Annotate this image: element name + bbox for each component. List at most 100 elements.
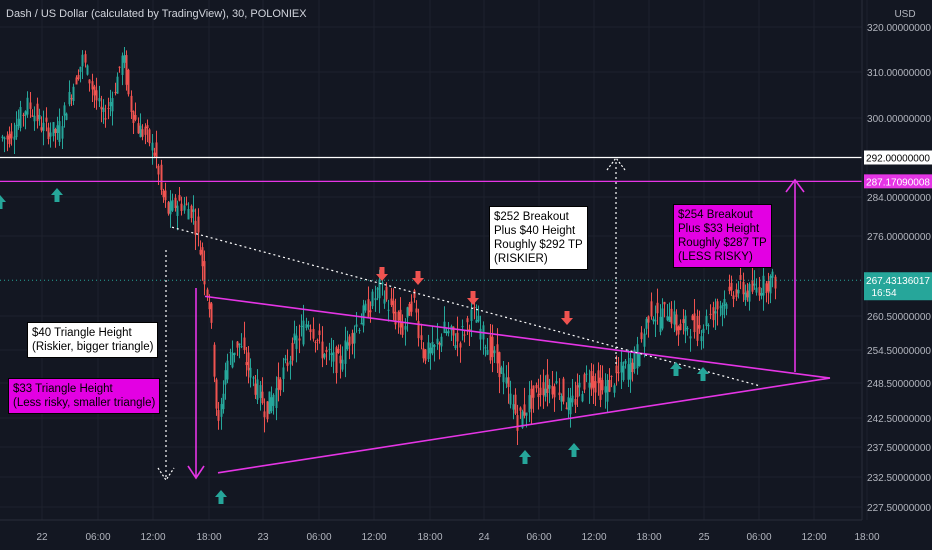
candle-body [385, 286, 388, 300]
candle-body [275, 388, 278, 409]
candle-body [394, 311, 397, 325]
candle-body [293, 333, 296, 341]
candle-body [440, 336, 443, 347]
triangle-lower-line[interactable] [217, 377, 831, 474]
price-label-text: 287.17090008 [866, 177, 930, 188]
candle-body [399, 309, 402, 328]
candle-body [259, 385, 262, 398]
candle-body [52, 122, 55, 137]
candle-body [229, 352, 232, 354]
candle-body [302, 320, 305, 345]
candle-body [679, 323, 682, 331]
countdown-text: 16:54 [871, 288, 896, 299]
touch-up-arrow [51, 188, 63, 202]
x-tick-label: 12:00 [801, 532, 826, 543]
candle-body [374, 298, 377, 301]
candle-body [753, 283, 756, 286]
x-tick-label: 22 [36, 532, 48, 543]
touch-up-arrow [215, 490, 227, 504]
candle-body [737, 289, 740, 294]
candle-body [594, 381, 597, 393]
candle-body [289, 360, 292, 365]
candle-body [31, 115, 34, 117]
triangle-outer-upper-line[interactable] [171, 226, 761, 387]
candle-body [134, 114, 137, 120]
candle-body [652, 318, 655, 322]
candle-body [100, 106, 103, 110]
candle-body [431, 341, 434, 354]
candle-body [601, 380, 604, 391]
candle-body [739, 275, 742, 280]
candle-body [121, 55, 124, 75]
candle-body [176, 205, 179, 216]
candle-body [470, 309, 473, 321]
candle-body [61, 126, 64, 139]
candle-body [636, 344, 639, 369]
candle-body [341, 359, 344, 370]
candle-body [590, 371, 593, 390]
candle-body [222, 393, 225, 410]
candle-body [376, 288, 379, 290]
candle-body [477, 315, 480, 322]
candle-body [528, 395, 531, 413]
candle-body [525, 412, 528, 416]
candle-body [238, 343, 241, 346]
candle-body [339, 355, 342, 364]
annotation-254-breakout: $254 Breakout Plus $33 Height Roughly $2… [673, 204, 772, 268]
candle-body [217, 410, 220, 421]
candle-body [164, 190, 167, 201]
candle-body [629, 358, 632, 380]
candle-body [436, 338, 439, 344]
candle-body [422, 348, 425, 359]
candle-body [79, 66, 82, 72]
candle-body [654, 320, 657, 322]
candle-body [263, 411, 266, 418]
candle-body [613, 385, 616, 393]
candle-body [19, 107, 22, 128]
candle-body [323, 354, 326, 358]
candle-body [295, 335, 298, 349]
candle-body [197, 216, 200, 233]
candle-body [3, 137, 6, 140]
candle-body [640, 332, 643, 340]
price-label-box [864, 174, 932, 189]
candle-body [22, 114, 25, 116]
candle-body [362, 305, 365, 326]
candle-body [77, 74, 80, 80]
candle-body [751, 279, 754, 292]
candle-body [266, 401, 269, 420]
candle-body [408, 303, 411, 316]
candle-body [627, 364, 630, 380]
triangle-upper-line[interactable] [204, 295, 831, 379]
height-33-arrowhead [187, 465, 205, 480]
y-tick-label: 227.50000000 [867, 503, 931, 514]
candle-body [638, 352, 641, 367]
candle-body [236, 341, 239, 348]
candle-body [758, 287, 761, 296]
candle-body [558, 392, 561, 396]
price-label-text: 292.00000000 [866, 154, 930, 165]
candle-body [523, 404, 526, 416]
x-tick-label: 24 [478, 532, 490, 543]
candle-body [656, 302, 659, 314]
x-tick-label: 06:00 [306, 532, 331, 543]
candle-body [125, 55, 128, 85]
candle-body [392, 300, 395, 314]
x-tick-label: 06:00 [85, 532, 110, 543]
candle-body [427, 342, 430, 360]
candle-body [42, 122, 45, 131]
x-tick-label: 18:00 [636, 532, 661, 543]
candle-body [693, 313, 696, 333]
candle-body [130, 95, 133, 112]
candle-body [139, 125, 142, 138]
candle-body [489, 335, 492, 361]
candle-body [493, 350, 496, 354]
candle-body [684, 315, 687, 332]
candle-body [102, 107, 105, 112]
candle-body [348, 336, 351, 346]
candle-body [369, 310, 372, 313]
candle-body [454, 345, 457, 349]
candle-body [551, 385, 554, 395]
candle-body [661, 308, 664, 329]
